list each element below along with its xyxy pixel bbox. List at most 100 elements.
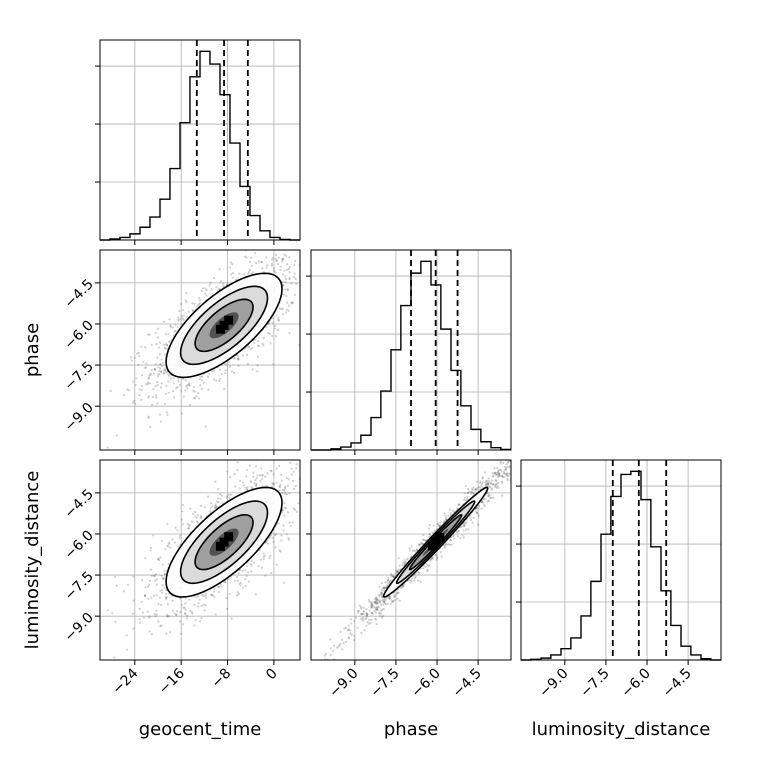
scatter-point xyxy=(497,476,500,479)
scatter-point xyxy=(262,344,265,347)
scatter-point xyxy=(160,370,163,373)
scatter-point xyxy=(122,590,126,593)
y-axis-label-phase: phase xyxy=(22,323,43,377)
scatter-point xyxy=(289,429,291,431)
scatter-point xyxy=(234,278,237,281)
scatter-point xyxy=(520,441,522,443)
scatter-point xyxy=(497,474,500,477)
scatter-point xyxy=(145,362,148,365)
scatter-point xyxy=(286,289,289,292)
scatter-point xyxy=(204,592,208,595)
scatter-point xyxy=(236,468,239,471)
density-contour-1 xyxy=(179,285,269,366)
scatter-point xyxy=(389,580,392,583)
scatter-point xyxy=(377,605,380,608)
scatter-point xyxy=(284,506,287,509)
scatter-point xyxy=(214,613,217,616)
scatter-point xyxy=(505,472,509,475)
scatter-point xyxy=(214,503,217,506)
scatter-point xyxy=(395,592,399,595)
x-tick-label-phase: −4.5 xyxy=(450,666,485,701)
scatter-point xyxy=(290,282,293,285)
scatter-point xyxy=(153,368,156,371)
scatter-point xyxy=(152,387,155,391)
scatter-point xyxy=(213,595,216,598)
scatter-point xyxy=(289,524,292,528)
scatter-point xyxy=(463,524,466,527)
scatter-point xyxy=(277,256,280,259)
scatter-point xyxy=(383,602,387,605)
scatter-point xyxy=(157,370,161,373)
scatter-point xyxy=(198,598,201,601)
scatter-point xyxy=(352,619,356,623)
scatter-point xyxy=(279,268,282,272)
scatter-point xyxy=(426,564,429,567)
scatter-point xyxy=(350,618,353,621)
scatter-point xyxy=(498,472,501,476)
scatter-point xyxy=(241,586,245,589)
scatter-point xyxy=(271,536,274,539)
scatter-point xyxy=(448,543,451,546)
scatter-point xyxy=(278,489,281,492)
scatter-point xyxy=(206,375,210,378)
y-axis-label-luminosity_distance: luminosity_distance xyxy=(22,471,43,650)
scatter-point xyxy=(192,389,195,392)
scatter-point xyxy=(409,555,412,558)
scatter-point xyxy=(382,586,385,589)
scatter-point xyxy=(503,472,506,475)
scatter-point xyxy=(500,474,503,478)
scatter-point xyxy=(284,280,287,283)
scatter-point xyxy=(150,369,153,372)
scatter-point xyxy=(327,261,329,263)
scatter-point xyxy=(471,488,475,491)
scatter-point xyxy=(447,514,450,518)
scatter-point xyxy=(516,460,518,462)
x-tick-label-luminosity_distance: −9.0 xyxy=(536,666,571,701)
scatter-point xyxy=(215,500,218,503)
scatter-point xyxy=(332,649,335,652)
scatter-point xyxy=(492,483,495,486)
scatter-point xyxy=(292,470,295,473)
scatter-point xyxy=(494,485,497,488)
scatter-point xyxy=(270,258,274,261)
scatter-point xyxy=(493,467,496,470)
scatter-point xyxy=(357,609,360,613)
scatter-point xyxy=(335,663,337,665)
scatter-point xyxy=(497,486,500,489)
scatter-point xyxy=(161,577,165,580)
scatter-point xyxy=(472,516,475,519)
scatter-point xyxy=(172,377,175,380)
scatter-point xyxy=(413,576,416,580)
scatter-point xyxy=(122,393,126,397)
scatter-point xyxy=(186,387,189,390)
scatter-point xyxy=(377,599,381,603)
scatter-point xyxy=(478,504,481,508)
scatter-point xyxy=(140,384,144,388)
scatter-point xyxy=(195,516,198,519)
scatter-point xyxy=(193,390,196,393)
scatter-point xyxy=(463,498,466,502)
scatter-point xyxy=(268,556,271,560)
scatter-point xyxy=(199,298,202,302)
scatter-point xyxy=(374,606,377,609)
density-peak-2 xyxy=(216,541,226,551)
scatter-point xyxy=(543,433,545,435)
scatter-point xyxy=(159,370,163,373)
scatter-point xyxy=(217,488,220,491)
scatter-point xyxy=(445,543,448,546)
scatter-point xyxy=(260,260,264,264)
scatter-point xyxy=(278,464,281,468)
scatter-point xyxy=(428,532,432,536)
scatter-point xyxy=(496,470,499,473)
scatter-point xyxy=(397,556,400,560)
scatter-point xyxy=(303,279,305,281)
scatter-point xyxy=(290,467,293,470)
scatter-point xyxy=(157,620,160,623)
scatter-point xyxy=(295,282,298,285)
scatter-point xyxy=(395,571,398,574)
scatter-point xyxy=(196,514,199,517)
scatter-point xyxy=(375,623,378,626)
scatter-point xyxy=(486,479,489,483)
scatter-point xyxy=(252,471,255,474)
scatter-point xyxy=(438,524,441,527)
